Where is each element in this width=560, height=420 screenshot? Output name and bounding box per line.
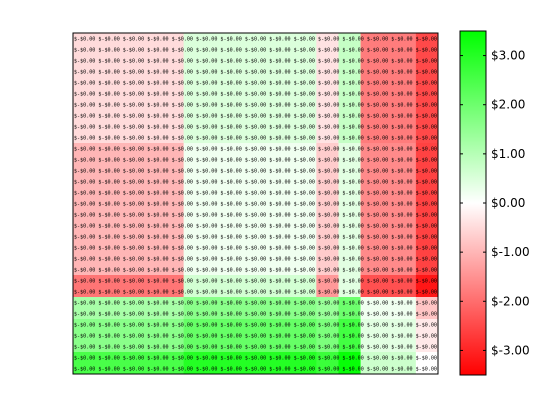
cell-value-row: $-$0.00 $-$0.00 $-$0.00 $-$0.00 $-$0.00 … <box>74 180 437 186</box>
cell-value-row: $-$0.00 $-$0.00 $-$0.00 $-$0.00 $-$0.00 … <box>74 246 437 252</box>
cell-value-row: $-$0.00 $-$0.00 $-$0.00 $-$0.00 $-$0.00 … <box>74 323 437 329</box>
cell-value-row: $-$0.00 $-$0.00 $-$0.00 $-$0.00 $-$0.00 … <box>74 125 437 131</box>
cell-value-row: $-$0.00 $-$0.00 $-$0.00 $-$0.00 $-$0.00 … <box>74 312 437 318</box>
colorbar-tick-label: $2.00 <box>491 98 525 112</box>
colorbar-tick-label: $1.00 <box>491 147 525 161</box>
cell-value-row: $-$0.00 $-$0.00 $-$0.00 $-$0.00 $-$0.00 … <box>74 81 437 87</box>
colorbar-tick-label: $0.00 <box>491 196 525 210</box>
cell-value-row: $-$0.00 $-$0.00 $-$0.00 $-$0.00 $-$0.00 … <box>74 213 437 219</box>
cell-value-row: $-$0.00 $-$0.00 $-$0.00 $-$0.00 $-$0.00 … <box>74 169 437 175</box>
cell-value-row: $-$0.00 $-$0.00 $-$0.00 $-$0.00 $-$0.00 … <box>74 158 437 164</box>
cell-value-row: $-$0.00 $-$0.00 $-$0.00 $-$0.00 $-$0.00 … <box>74 235 437 241</box>
cell-value-row: $-$0.00 $-$0.00 $-$0.00 $-$0.00 $-$0.00 … <box>74 290 437 296</box>
cell-value-row: $-$0.00 $-$0.00 $-$0.00 $-$0.00 $-$0.00 … <box>74 202 437 208</box>
cell-value-row: $-$0.00 $-$0.00 $-$0.00 $-$0.00 $-$0.00 … <box>74 191 437 197</box>
cell-value-row: $-$0.00 $-$0.00 $-$0.00 $-$0.00 $-$0.00 … <box>74 59 437 65</box>
cell-value-row: $-$0.00 $-$0.00 $-$0.00 $-$0.00 $-$0.00 … <box>74 345 437 351</box>
cell-value-row: $-$0.00 $-$0.00 $-$0.00 $-$0.00 $-$0.00 … <box>74 92 437 98</box>
cell-value-row: $-$0.00 $-$0.00 $-$0.00 $-$0.00 $-$0.00 … <box>74 367 437 373</box>
cell-value-row: $-$0.00 $-$0.00 $-$0.00 $-$0.00 $-$0.00 … <box>74 136 437 142</box>
colorbar <box>460 31 486 375</box>
cell-value-row: $-$0.00 $-$0.00 $-$0.00 $-$0.00 $-$0.00 … <box>74 37 437 43</box>
colorbar-tick-label: $-1.00 <box>491 245 530 259</box>
colorbar-tick-label: $-3.00 <box>491 343 530 357</box>
cell-value-row: $-$0.00 $-$0.00 $-$0.00 $-$0.00 $-$0.00 … <box>74 268 437 274</box>
cell-value-row: $-$0.00 $-$0.00 $-$0.00 $-$0.00 $-$0.00 … <box>74 279 437 285</box>
colorbar-tick-label: $-2.00 <box>491 294 530 308</box>
cell-value-row: $-$0.00 $-$0.00 $-$0.00 $-$0.00 $-$0.00 … <box>74 356 437 362</box>
cell-value-row: $-$0.00 $-$0.00 $-$0.00 $-$0.00 $-$0.00 … <box>74 70 437 76</box>
cell-value-row: $-$0.00 $-$0.00 $-$0.00 $-$0.00 $-$0.00 … <box>74 257 437 263</box>
cell-value-row: $-$0.00 $-$0.00 $-$0.00 $-$0.00 $-$0.00 … <box>74 334 437 340</box>
colorbar-tick-label: $3.00 <box>491 49 525 63</box>
cell-value-row: $-$0.00 $-$0.00 $-$0.00 $-$0.00 $-$0.00 … <box>74 301 437 307</box>
cell-value-row: $-$0.00 $-$0.00 $-$0.00 $-$0.00 $-$0.00 … <box>74 48 437 54</box>
cell-value-row: $-$0.00 $-$0.00 $-$0.00 $-$0.00 $-$0.00 … <box>74 147 437 153</box>
cell-value-row: $-$0.00 $-$0.00 $-$0.00 $-$0.00 $-$0.00 … <box>74 103 437 109</box>
cell-value-row: $-$0.00 $-$0.00 $-$0.00 $-$0.00 $-$0.00 … <box>74 224 437 230</box>
cell-value-row: $-$0.00 $-$0.00 $-$0.00 $-$0.00 $-$0.00 … <box>74 114 437 120</box>
